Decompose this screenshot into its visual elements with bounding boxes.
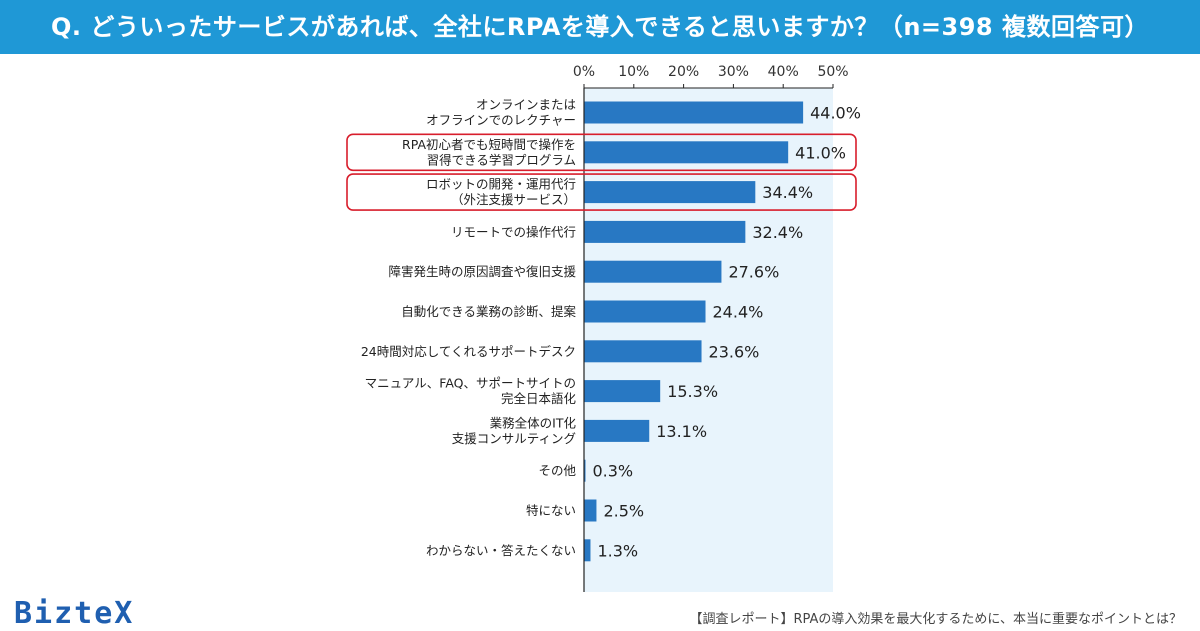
value-label: 27.6% <box>728 263 779 282</box>
bar <box>584 419 650 442</box>
chart-title: Q. どういったサービスがあれば、全社にRPAを導入できると思いますか？（n=3… <box>51 13 1149 41</box>
x-tick-label: 40% <box>768 64 799 80</box>
bar <box>584 459 586 482</box>
highlight-box <box>346 133 857 172</box>
footer-report-title: 【調査レポート】RPAの導入効果を最大化するために、本当に重要なポイントとは？ <box>689 612 1182 627</box>
category-label: オフラインでのレクチャー <box>426 113 576 128</box>
category-label: マニュアル、FAQ、サポートサイトの <box>365 376 576 391</box>
category-label: わからない・答えたくない <box>426 543 576 558</box>
bar <box>584 181 756 204</box>
category-label: 自動化できる業務の診断、提案 <box>401 304 576 319</box>
value-label: 23.6% <box>709 342 760 361</box>
highlight-box <box>346 173 857 211</box>
category-label: 障害発生時の原因調査や復旧支援 <box>388 264 576 279</box>
bar <box>584 220 746 243</box>
x-tick-label: 30% <box>718 64 749 80</box>
value-label: 13.1% <box>656 422 707 441</box>
category-label: リモートでの操作代行 <box>451 224 576 239</box>
bar <box>584 340 702 363</box>
category-label: その他 <box>538 463 576 478</box>
category-label: 習得できる学習プログラム <box>427 152 576 167</box>
title-banner: Q. どういったサービスがあれば、全社にRPAを導入できると思いますか？（n=3… <box>0 0 1200 54</box>
bar <box>584 101 804 124</box>
x-tick-label: 50% <box>817 64 848 80</box>
category-label: 完全日本語化 <box>501 391 577 406</box>
plot-background <box>584 88 833 592</box>
value-label: 32.4% <box>752 223 803 242</box>
bar <box>584 380 661 403</box>
value-label: 44.0% <box>810 104 861 123</box>
bar <box>584 539 591 562</box>
value-label: 24.4% <box>713 303 764 322</box>
value-label: 41.0% <box>795 143 846 162</box>
bar <box>584 141 789 164</box>
category-label: 特にない <box>526 503 576 518</box>
value-label: 2.5% <box>603 502 644 521</box>
bar <box>584 300 706 323</box>
bar <box>584 499 597 522</box>
category-label: （外注支援サービス） <box>451 192 576 207</box>
x-tick-label: 0% <box>573 64 595 80</box>
category-label: 24時間対応してくれるサポートデスク <box>361 344 576 359</box>
category-label: ロボットの開発・運用代行 <box>426 177 576 192</box>
category-label: 支援コンサルティング <box>452 431 576 446</box>
x-tick-label: 20% <box>668 64 699 80</box>
biztex-logo: BizteX <box>14 596 135 631</box>
x-tick-label: 10% <box>618 64 649 80</box>
value-label: 15.3% <box>667 382 718 401</box>
bar <box>584 260 722 283</box>
category-label: RPA初心者でも短時間で操作を <box>402 137 576 152</box>
value-label: 34.4% <box>762 183 813 202</box>
category-label: オンラインまたは <box>476 97 576 112</box>
value-label: 1.3% <box>597 541 638 560</box>
value-label: 0.3% <box>592 462 633 481</box>
category-label: 業務全体のIT化 <box>490 415 577 430</box>
